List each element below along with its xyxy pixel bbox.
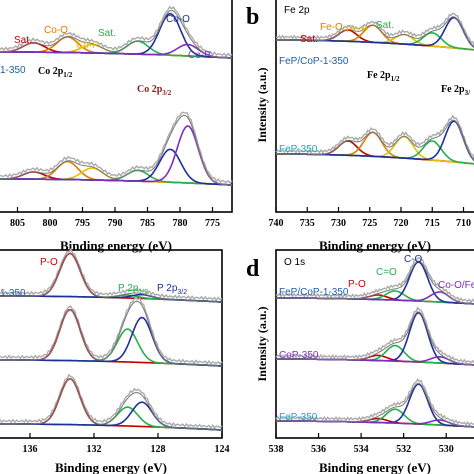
y-axis-label: Intensity (a.u.) bbox=[255, 67, 269, 142]
sample-label: 1-350 bbox=[0, 288, 26, 299]
fit-envelope bbox=[276, 382, 474, 428]
fitted-peak bbox=[0, 378, 223, 431]
peak-label: C-O bbox=[404, 254, 423, 265]
panel-letter: d bbox=[246, 256, 260, 282]
fit-envelope bbox=[276, 311, 474, 366]
fitted-peak bbox=[0, 43, 233, 59]
sample-label: FeP/CoP-1-350 bbox=[279, 56, 349, 67]
orbital-label: Fe 2p1/2 bbox=[367, 70, 400, 83]
x-axis-label: Binding energy (eV) bbox=[55, 460, 167, 474]
raw-spectrum bbox=[0, 111, 233, 185]
x-tick-label: 780 bbox=[173, 218, 188, 229]
peak-label: Sat. bbox=[300, 34, 318, 45]
orbital-label: Fe 2p3/ bbox=[441, 84, 471, 97]
raw-spectrum bbox=[275, 306, 474, 364]
x-tick-label: 740 bbox=[269, 218, 284, 229]
panel-letter: b bbox=[246, 4, 259, 30]
peak-label: P-O bbox=[40, 257, 58, 268]
x-tick-label: 538 bbox=[269, 444, 284, 455]
x-tick-label: 795 bbox=[75, 218, 90, 229]
peak-label: Sat. bbox=[98, 28, 116, 39]
region-label: O 1s bbox=[284, 257, 305, 268]
panel-frame bbox=[275, 0, 474, 213]
x-tick-label: 735 bbox=[300, 218, 315, 229]
orbital-label: Co 2p3/2 bbox=[137, 84, 172, 97]
peak-label: Co-O bbox=[166, 14, 190, 25]
peak-label: Fe-P bbox=[346, 24, 368, 35]
fit-envelope bbox=[276, 16, 474, 48]
fit-envelope bbox=[0, 9, 233, 59]
x-tick-label: 128 bbox=[151, 444, 166, 455]
fit-envelope bbox=[0, 114, 233, 186]
peak-label: Co-O/Fe bbox=[438, 280, 474, 291]
peak-label: P-O bbox=[348, 279, 366, 290]
peak-label: Sat. bbox=[376, 20, 394, 31]
x-tick-label: 785 bbox=[140, 218, 155, 229]
peak-label: Co-P bbox=[188, 50, 211, 61]
raw-spectrum bbox=[0, 247, 223, 302]
x-tick-label: 715 bbox=[425, 218, 440, 229]
sample-label: FeP-350 bbox=[279, 144, 318, 155]
x-tick-label: 132 bbox=[87, 444, 102, 455]
x-tick-label: 730 bbox=[331, 218, 346, 229]
sample-label: CoP-350 bbox=[279, 350, 319, 361]
fit-envelope bbox=[276, 119, 474, 162]
x-tick-label: 725 bbox=[362, 218, 377, 229]
x-tick-label: 136 bbox=[23, 444, 38, 455]
panel-frame bbox=[0, 249, 223, 439]
x-tick-label: 805 bbox=[10, 218, 25, 229]
x-tick-label: 790 bbox=[108, 218, 123, 229]
peak-label: P 2p1/2 bbox=[118, 283, 148, 296]
sample-label: FeP-350 bbox=[279, 412, 318, 423]
fit-envelope bbox=[276, 260, 474, 305]
x-tick-label: 532 bbox=[396, 444, 411, 455]
raw-spectrum bbox=[275, 114, 474, 160]
peak-label: C=O bbox=[376, 267, 397, 278]
x-tick-label: 775 bbox=[205, 218, 220, 229]
fit-envelope bbox=[0, 253, 223, 303]
x-tick-label: 800 bbox=[43, 218, 58, 229]
fit-envelope bbox=[0, 300, 223, 367]
panel-frame bbox=[275, 249, 474, 439]
raw-spectrum bbox=[275, 257, 474, 304]
raw-spectrum bbox=[0, 5, 233, 58]
orbital-label: Co 2p1/2 bbox=[38, 66, 73, 79]
sample-label: FeP/CoP-1-350 bbox=[279, 287, 349, 298]
raw-spectrum bbox=[275, 377, 474, 426]
x-tick-label: 536 bbox=[311, 444, 326, 455]
peak-label: Co-O bbox=[44, 25, 68, 36]
peak-label: Fe-O bbox=[320, 22, 343, 33]
fitted-peak bbox=[0, 125, 233, 186]
peak-label: P 2p3/2 bbox=[157, 283, 187, 296]
sample-label: 1-350 bbox=[0, 65, 26, 76]
y-axis-label: Intensity (a.u.) bbox=[255, 306, 269, 381]
peak-label: Co-P bbox=[76, 40, 99, 51]
x-tick-label: 124 bbox=[215, 444, 230, 455]
peak-label: Sat. bbox=[14, 35, 32, 46]
region-label: Fe 2p bbox=[284, 5, 310, 16]
raw-spectrum bbox=[0, 297, 223, 366]
x-tick-label: 710 bbox=[456, 218, 471, 229]
x-tick-label: 720 bbox=[394, 218, 409, 229]
x-axis-label: Binding energy (eV) bbox=[319, 460, 431, 474]
raw-spectrum bbox=[275, 12, 474, 47]
fit-envelope bbox=[0, 378, 223, 431]
raw-spectrum bbox=[0, 373, 223, 429]
x-tick-label: 534 bbox=[354, 444, 369, 455]
x-tick-label: 530 bbox=[439, 444, 454, 455]
